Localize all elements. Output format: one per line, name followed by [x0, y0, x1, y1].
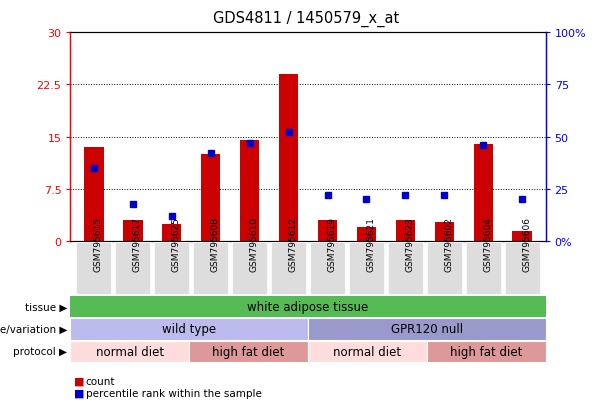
- FancyBboxPatch shape: [310, 243, 345, 294]
- Text: GSM795623: GSM795623: [405, 216, 414, 271]
- Bar: [318, 221, 337, 242]
- Text: GSM795604: GSM795604: [483, 216, 492, 271]
- Bar: [279, 75, 299, 242]
- Text: GSM795606: GSM795606: [522, 216, 531, 271]
- Text: GSM795619: GSM795619: [327, 216, 337, 271]
- Text: GSM795608: GSM795608: [211, 216, 219, 271]
- Text: GSM795615: GSM795615: [94, 216, 103, 271]
- Text: GSM795617: GSM795617: [133, 216, 142, 271]
- Text: wild type: wild type: [162, 323, 216, 336]
- FancyBboxPatch shape: [193, 243, 228, 294]
- FancyBboxPatch shape: [115, 243, 150, 294]
- Bar: [308, 341, 427, 362]
- FancyBboxPatch shape: [271, 243, 306, 294]
- Text: GSM795625: GSM795625: [172, 216, 181, 271]
- Text: GPR120 null: GPR120 null: [390, 323, 463, 336]
- FancyBboxPatch shape: [388, 243, 423, 294]
- Text: GSM795621: GSM795621: [367, 216, 375, 271]
- Text: genotype/variation ▶: genotype/variation ▶: [0, 324, 67, 334]
- Bar: [201, 155, 221, 242]
- Bar: [70, 341, 189, 362]
- FancyBboxPatch shape: [154, 243, 189, 294]
- FancyBboxPatch shape: [427, 243, 462, 294]
- Bar: [427, 341, 546, 362]
- Text: ■: ■: [74, 388, 84, 398]
- Text: white adipose tissue: white adipose tissue: [248, 300, 368, 313]
- Bar: [308, 318, 546, 340]
- FancyBboxPatch shape: [232, 243, 267, 294]
- Bar: [162, 224, 181, 242]
- Text: GSM795610: GSM795610: [249, 216, 259, 271]
- Text: GDS4811 / 1450579_x_at: GDS4811 / 1450579_x_at: [213, 10, 400, 26]
- Bar: [357, 228, 376, 242]
- Bar: [123, 221, 143, 242]
- FancyBboxPatch shape: [466, 243, 501, 294]
- Text: GSM795612: GSM795612: [289, 216, 297, 271]
- Bar: [395, 221, 415, 242]
- Text: normal diet: normal diet: [333, 345, 402, 358]
- Text: count: count: [86, 376, 115, 386]
- Text: high fat diet: high fat diet: [450, 345, 522, 358]
- Bar: [435, 222, 454, 242]
- Text: ■: ■: [74, 376, 84, 386]
- Text: tissue ▶: tissue ▶: [25, 302, 67, 312]
- Bar: [240, 141, 259, 242]
- Text: normal diet: normal diet: [96, 345, 164, 358]
- FancyBboxPatch shape: [77, 243, 112, 294]
- Text: percentile rank within the sample: percentile rank within the sample: [86, 388, 262, 398]
- Text: high fat diet: high fat diet: [213, 345, 285, 358]
- Bar: [70, 318, 308, 340]
- Bar: [473, 144, 493, 242]
- Text: GSM795602: GSM795602: [444, 216, 454, 271]
- Bar: [512, 231, 532, 242]
- Bar: [84, 148, 104, 242]
- Bar: [189, 341, 308, 362]
- FancyBboxPatch shape: [349, 243, 384, 294]
- Text: protocol ▶: protocol ▶: [13, 347, 67, 356]
- FancyBboxPatch shape: [504, 243, 539, 294]
